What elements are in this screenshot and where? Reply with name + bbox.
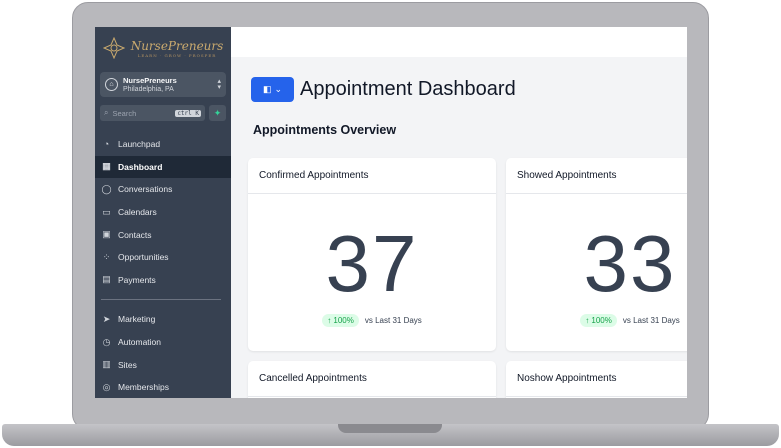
sidebar-item-label: Memberships xyxy=(118,382,170,393)
sidebar-item-launchpad[interactable]: ◔ Launchpad xyxy=(95,133,231,156)
search-placeholder: Search xyxy=(112,108,137,118)
nav-divider xyxy=(101,299,221,301)
showed-appointments-card: Showed Appointments 33 ↑ 100% vs Last 31… xyxy=(506,158,687,351)
sidebar-item-sites[interactable]: ▥ Sites xyxy=(95,353,231,376)
sidebar: NursePreneurs LEARN · GROW · PROSPER ⌂ N… xyxy=(95,27,231,398)
account-switcher[interactable]: ⌂ NursePreneurs Philadelphia, PA ▴ ▾ xyxy=(100,72,226,97)
calendar-icon: ▭ xyxy=(102,206,111,217)
chevron-down-icon: ⌄ xyxy=(274,84,283,94)
sidebar-item-calendars[interactable]: ▭ Calendars xyxy=(95,201,231,224)
sparkle-icon: ✦ xyxy=(213,107,222,118)
change-badge: ↑ 100% xyxy=(580,314,617,327)
chat-icon: ◯ xyxy=(101,183,112,194)
card-title: Noshow Appointments xyxy=(506,361,687,397)
sidebar-item-label: Calendars xyxy=(118,207,157,218)
sites-icon: ▥ xyxy=(102,359,111,370)
card-title: Showed Appointments xyxy=(506,158,687,194)
sidebar-item-label: Payments xyxy=(118,274,156,285)
sidebar-item-label: Launchpad xyxy=(118,139,161,150)
title-row: ◧ ⌄ Appointment Dashboard xyxy=(231,57,687,102)
invoice-icon: ▤ xyxy=(102,274,111,285)
card-value: 37 xyxy=(325,219,419,308)
shortcut-badge: ctrl K xyxy=(175,109,201,117)
chevron-up-down-icon: ▴ ▾ xyxy=(217,77,221,91)
laptop-base xyxy=(2,424,779,446)
main-content: ◧ ⌄ Appointment Dashboard Appointments O… xyxy=(231,27,687,398)
account-name: NursePreneurs xyxy=(123,75,177,85)
automation-icon: ◷ xyxy=(102,336,111,347)
search-row: ⌕ Search ctrl K ✦ xyxy=(100,105,226,121)
account-info: NursePreneurs Philadelphia, PA xyxy=(123,76,212,94)
dashboard-switcher-button[interactable]: ◧ ⌄ xyxy=(251,77,294,102)
card-footer: ↑ 100% vs Last 31 Days xyxy=(248,314,496,327)
brand-tagline: LEARN · GROW · PROSPER xyxy=(137,52,217,58)
confirmed-appointments-card: Confirmed Appointments 37 ↑ 100% vs Last… xyxy=(248,158,496,351)
card-value: 33 xyxy=(583,219,677,308)
sidebar-item-label: Contacts xyxy=(118,229,152,240)
location-pin-icon: ⌂ xyxy=(105,78,118,91)
sidebar-item-label: Marketing xyxy=(118,314,156,325)
card-footer: ↑ 100% vs Last 31 Days xyxy=(506,314,687,327)
sidebar-item-opportunities[interactable]: ⁘ Opportunities xyxy=(95,246,231,269)
rocket-icon: ◔ xyxy=(103,139,110,150)
sidebar-item-conversations[interactable]: ◯ Conversations xyxy=(95,178,231,201)
cancelled-appointments-card: Cancelled Appointments xyxy=(248,361,496,398)
sidebar-item-label: Sites xyxy=(118,359,137,370)
sidebar-item-label: Automation xyxy=(118,337,161,348)
sidebar-item-label: Dashboard xyxy=(118,161,163,172)
top-bar xyxy=(231,27,687,57)
layout-icon: ◧ xyxy=(262,84,272,94)
sidebar-item-label: Opportunities xyxy=(118,252,169,263)
noshow-appointments-card: Noshow Appointments xyxy=(506,361,687,398)
membership-icon: ◎ xyxy=(102,381,111,392)
laptop-notch xyxy=(338,424,442,433)
page-title: Appointment Dashboard xyxy=(300,78,516,100)
grid-icon: ▦ xyxy=(102,161,111,172)
logo-mark-icon xyxy=(102,37,125,59)
sidebar-nav: ◔ Launchpad ▦ Dashboard ◯ Conversations … xyxy=(95,133,231,398)
sidebar-item-payments[interactable]: ▤ Payments xyxy=(95,269,231,292)
section-title: Appointments Overview xyxy=(253,123,397,137)
account-location: Philadelphia, PA xyxy=(123,85,174,93)
card-title: Confirmed Appointments xyxy=(248,158,496,194)
sidebar-item-contacts[interactable]: ▣ Contacts xyxy=(95,223,231,246)
brand-name: NursePreneurs LEARN · GROW · PROSPER xyxy=(130,38,224,58)
sidebar-item-memberships[interactable]: ◎ Memberships xyxy=(95,376,231,398)
brand-logo[interactable]: NursePreneurs LEARN · GROW · PROSPER xyxy=(95,27,231,69)
sidebar-item-dashboard[interactable]: ▦ Dashboard xyxy=(95,155,231,179)
sidebar-item-automation[interactable]: ◷ Automation xyxy=(95,331,231,354)
send-icon: ➤ xyxy=(102,313,111,324)
search-icon: ⌕ xyxy=(104,108,109,117)
compare-text: vs Last 31 Days xyxy=(622,316,680,325)
sidebar-item-marketing[interactable]: ➤ Marketing xyxy=(95,308,231,331)
card-title: Cancelled Appointments xyxy=(248,361,496,397)
quick-action-button[interactable]: ✦ xyxy=(209,105,226,121)
change-badge: ↑ 100% xyxy=(322,314,359,327)
search-input[interactable]: ⌕ Search ctrl K xyxy=(100,105,205,121)
sidebar-item-label: Conversations xyxy=(118,184,173,195)
app-screen: NursePreneurs LEARN · GROW · PROSPER ⌂ N… xyxy=(95,27,687,398)
compare-text: vs Last 31 Days xyxy=(364,316,422,325)
contacts-icon: ▣ xyxy=(102,229,111,240)
network-icon: ⁘ xyxy=(102,251,111,262)
